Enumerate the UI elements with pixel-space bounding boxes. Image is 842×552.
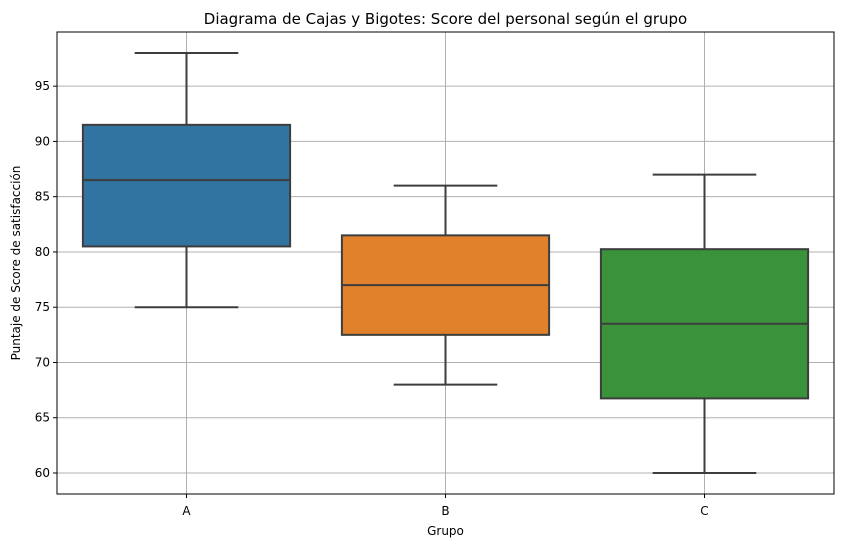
x-tick-label: C — [700, 504, 708, 518]
x-tick-label: B — [441, 504, 449, 518]
y-tick-label: 60 — [35, 466, 50, 480]
y-axis-label: Puntaje de Score de satisfacción — [9, 166, 23, 361]
y-tick-label: 85 — [35, 190, 50, 204]
y-tick-label: 90 — [35, 134, 50, 148]
x-axis-label: Grupo — [427, 524, 464, 538]
box-a — [81, 123, 292, 248]
y-tick-label: 70 — [35, 355, 50, 369]
y-tick-label: 75 — [35, 300, 50, 314]
chart-title: Diagrama de Cajas y Bigotes: Score del p… — [204, 10, 687, 28]
y-tick-label: 95 — [35, 79, 50, 93]
x-tick-label: A — [182, 504, 191, 518]
box-layer — [81, 52, 810, 474]
y-tick-label: 80 — [35, 245, 50, 259]
y-tick-label: 65 — [35, 411, 50, 425]
tick-layer: 60 65 70 75 80 85 90 95 A B C — [35, 79, 709, 518]
